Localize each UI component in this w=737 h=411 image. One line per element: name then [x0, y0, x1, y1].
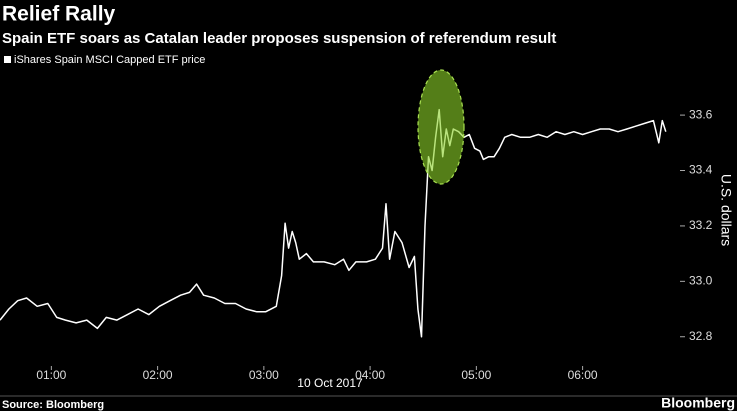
price-line: [0, 108, 667, 338]
x-tick-label: 02:00: [143, 368, 173, 382]
x-tick-label: 05:00: [461, 368, 491, 382]
chart-title: Relief Rally: [2, 3, 116, 26]
x-tick-label: 03:00: [249, 368, 279, 382]
legend-swatch: [4, 56, 11, 63]
x-tick-label: 04:00: [355, 368, 385, 382]
x-tick-label: 01:00: [36, 368, 66, 382]
source: Source: Bloomberg: [2, 399, 104, 411]
brand: Bloomberg: [661, 395, 735, 411]
y-tick-label: 32.8: [689, 329, 713, 343]
y-tick-label: 33.2: [689, 218, 713, 232]
y-axis-label: U.S. dollars: [718, 174, 734, 246]
y-tick-label: 33.0: [689, 274, 713, 288]
x-axis-label: 10 Oct 2017: [297, 376, 363, 390]
y-tick-label: 33.6: [689, 107, 713, 121]
chart-subtitle: Spain ETF soars as Catalan leader propos…: [2, 30, 556, 47]
legend-label: iShares Spain MSCI Capped ETF price: [14, 54, 205, 66]
x-tick-label: 06:00: [568, 368, 598, 382]
y-tick-label: 33.4: [689, 163, 713, 177]
highlight-ellipse: [417, 69, 465, 185]
